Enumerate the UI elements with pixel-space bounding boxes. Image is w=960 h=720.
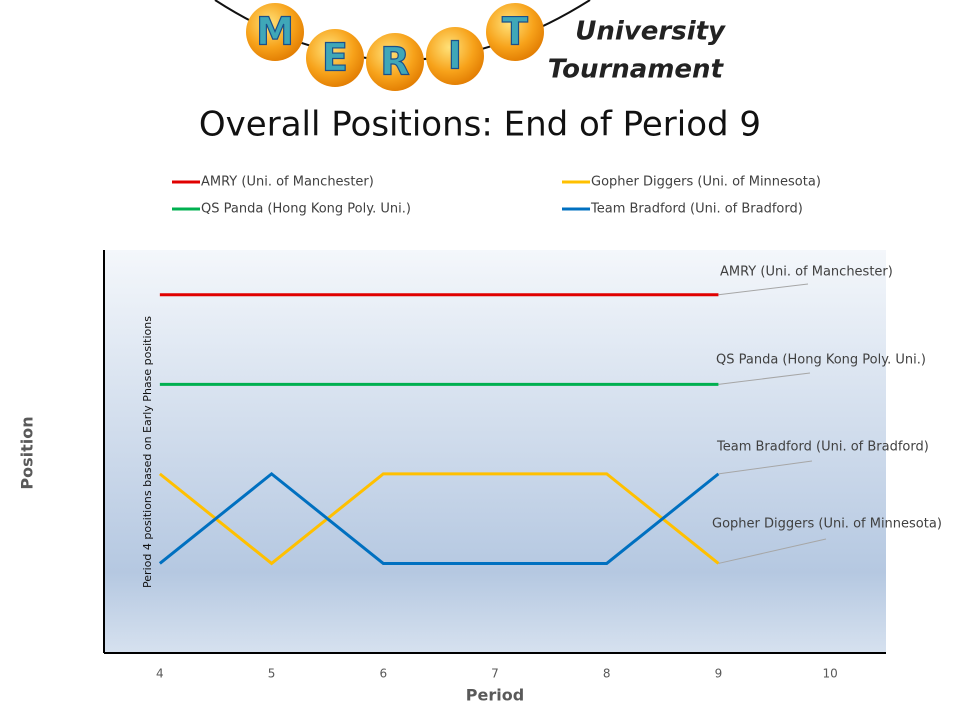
logo-letter: E xyxy=(322,36,348,80)
logo-caption: Tournament xyxy=(548,55,725,85)
x-tick-label: 7 xyxy=(491,667,499,681)
x-tick-label: 4 xyxy=(156,667,164,681)
logo-ball xyxy=(426,27,484,85)
logo-ball xyxy=(366,33,424,91)
leader-line xyxy=(718,460,813,475)
x-tick-label: 9 xyxy=(715,667,723,681)
x-tick-label: 8 xyxy=(603,667,611,681)
logo-letter: R xyxy=(380,40,409,84)
leader-line xyxy=(718,283,809,296)
x-tick-label: 10 xyxy=(823,667,838,681)
series-line xyxy=(158,472,720,566)
logo: ME R IT xyxy=(246,3,544,91)
logo-caption: University xyxy=(575,17,726,47)
legend-label: AMRY (Uni. of Manchester) xyxy=(201,175,374,190)
legend-label: Gopher Diggers (Uni. of Minnesota) xyxy=(591,175,821,190)
logo-ball xyxy=(486,3,544,61)
legend-label: QS Panda (Hong Kong Poly. Uni.) xyxy=(201,202,411,217)
chart-title: Overall Positions: End of Period 9 xyxy=(199,105,761,145)
x-tick-label: 5 xyxy=(268,667,276,681)
logo-ball xyxy=(306,29,364,87)
series-end-label: QS Panda (Hong Kong Poly. Uni.) xyxy=(716,353,926,368)
leader-line xyxy=(718,538,827,564)
y-axis-label: Position xyxy=(18,416,37,489)
plot-area xyxy=(104,250,886,653)
logo-letter: T xyxy=(502,10,528,54)
x-tick-label: 6 xyxy=(379,667,387,681)
x-axis-label: Period xyxy=(466,686,524,705)
series-end-label: Gopher Diggers (Uni. of Minnesota) xyxy=(712,517,942,532)
series-end-label: AMRY (Uni. of Manchester) xyxy=(720,265,893,280)
logo-letter: I xyxy=(448,34,462,78)
leader-line xyxy=(718,372,811,385)
logo-ball xyxy=(246,3,304,61)
logo-letter: M xyxy=(256,10,294,54)
legend-label: Team Bradford (Uni. of Bradford) xyxy=(590,202,803,217)
series-end-label: Team Bradford (Uni. of Bradford) xyxy=(716,440,929,455)
series-line xyxy=(158,471,720,565)
annotation: Period 4 positions based on Early Phase … xyxy=(141,316,154,588)
